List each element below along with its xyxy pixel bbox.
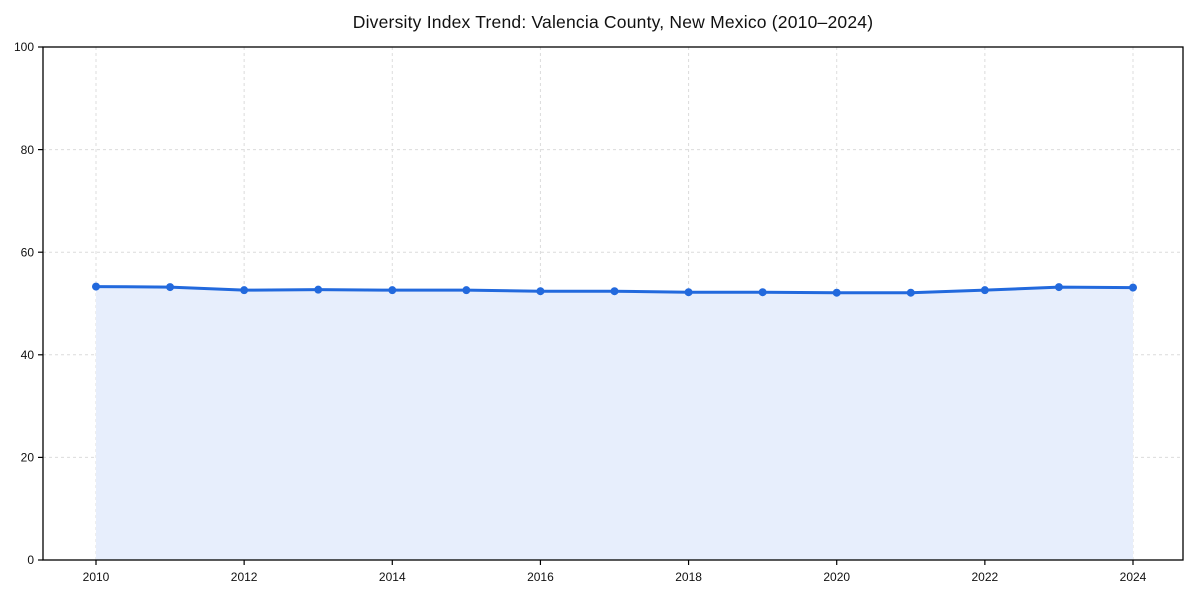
data-point-marker [1054, 283, 1063, 292]
y-tick-label: 20 [21, 451, 35, 465]
x-tick-label: 2018 [675, 570, 702, 584]
area-fill [96, 286, 1133, 560]
x-tick-label: 2010 [83, 570, 110, 584]
data-point-marker [240, 286, 249, 295]
data-point-marker [610, 287, 619, 296]
x-tick-label: 2022 [972, 570, 999, 584]
y-tick-label: 60 [21, 245, 35, 259]
y-tick-label: 0 [27, 553, 34, 567]
y-tick-label: 40 [21, 348, 35, 362]
data-point-marker [1129, 283, 1137, 292]
x-tick-label: 2014 [379, 570, 406, 584]
y-tick-label: 80 [21, 143, 35, 157]
data-point-marker [906, 288, 915, 297]
data-point-marker [536, 287, 545, 296]
data-point-marker [388, 286, 397, 295]
x-tick-label: 2024 [1120, 570, 1147, 584]
data-point-marker [92, 282, 100, 291]
data-point-marker [684, 288, 693, 297]
data-point-marker [980, 286, 989, 295]
data-point-marker [314, 285, 323, 294]
data-point-marker [832, 288, 841, 297]
y-tick-label: 100 [14, 40, 34, 54]
data-point-marker [758, 288, 767, 297]
data-point-marker [166, 283, 175, 292]
chart-title: Diversity Index Trend: Valencia County, … [352, 12, 874, 32]
x-tick-label: 2016 [527, 570, 554, 584]
data-point-marker [462, 286, 471, 295]
plot-border [42, 46, 1184, 561]
x-tick-label: 2020 [823, 570, 850, 584]
x-tick-label: 2012 [231, 570, 258, 584]
